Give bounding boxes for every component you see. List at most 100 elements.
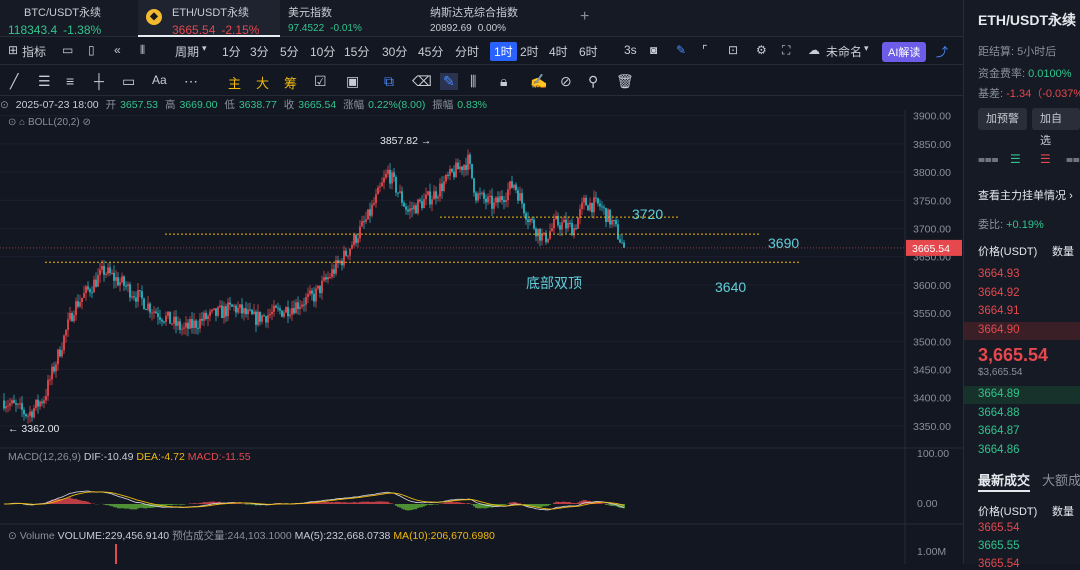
candle-body [333, 269, 335, 273]
add-favorite-button[interactable]: 加自选 [1032, 108, 1080, 130]
indicator-button[interactable]: 指标 [22, 43, 46, 60]
candle-body [309, 291, 311, 294]
camera-icon[interactable]: ◙ [650, 43, 657, 57]
bars-icon[interactable]: ⫼ [470, 73, 476, 90]
candle-body [421, 201, 423, 208]
ask-price[interactable]: 3664.92 [978, 287, 1020, 299]
interval-7[interactable]: 分时 [455, 43, 479, 60]
tab-btc[interactable]: BTC/USDT永续 118343.4 -1.38% [0, 0, 138, 37]
crosshair-icon[interactable]: ⊡ [728, 43, 738, 57]
ask-price[interactable]: 3664.93 [978, 268, 1020, 280]
text-icon[interactable]: Aa [152, 73, 167, 87]
bid-price[interactable]: 3664.89 [978, 388, 1020, 400]
trash-icon[interactable]: 🗑︎ [616, 73, 634, 90]
candle-body [115, 277, 117, 281]
fullscreen-icon[interactable]: ⛶ [782, 43, 790, 58]
image-icon[interactable]: ▣ [346, 73, 359, 90]
mid-price: 3,665.54 [978, 345, 1048, 366]
candle-body [203, 313, 205, 321]
interval-10[interactable]: 4时 [549, 43, 568, 60]
fib-icon[interactable]: ☰ [38, 73, 51, 90]
candle-body [613, 220, 615, 221]
latest-trades-tab[interactable]: 最新成交 [978, 470, 1030, 489]
note-icon[interactable]: ✍ [530, 73, 547, 90]
bid-price[interactable]: 3664.88 [978, 407, 1020, 419]
pen-icon[interactable]: ✎ [676, 43, 686, 57]
draw-active-icon[interactable]: ✎ [440, 73, 458, 90]
interval-8[interactable]: 1时 [490, 42, 517, 61]
ask-price[interactable]: 3664.90 [978, 324, 1020, 336]
cloud-icon[interactable]: ☁ [808, 43, 820, 57]
eth-coin-icon: ◆ [146, 9, 162, 25]
bid-price[interactable]: 3664.87 [978, 425, 1020, 437]
level-label: 3720 [632, 206, 663, 222]
orderbook-bids-icon[interactable]: ☰ [1010, 152, 1021, 166]
candle-body [379, 186, 381, 187]
chip-button[interactable]: 筹 [284, 73, 297, 92]
crop-icon[interactable]: ⌜ [702, 43, 708, 57]
calendar-icon[interactable]: ▭ [62, 43, 73, 57]
big-trades-tab[interactable]: 大额成 [1042, 470, 1080, 489]
eraser-icon[interactable]: ⌫ [412, 73, 432, 90]
tab-dxy[interactable]: 美元指数 97.4522 -0.01% [280, 0, 422, 37]
indicator-icon[interactable]: ⊞ [8, 43, 18, 57]
filter-icon[interactable]: ⚲ [588, 73, 598, 90]
ask-price[interactable]: 3664.91 [978, 305, 1020, 317]
orderbook-asks-icon[interactable]: ☰ [1040, 152, 1051, 166]
candle-body [3, 401, 5, 409]
candle-body [253, 312, 255, 314]
add-tab-button[interactable]: + [580, 8, 589, 26]
main-orders-link[interactable]: 查看主力挂单情况 › [978, 187, 1073, 203]
mid-price-usd: $3,665.54 [978, 367, 1023, 378]
interval-6[interactable]: 45分 [418, 43, 443, 60]
check-icon[interactable]: ☑ [314, 73, 327, 90]
interval-11[interactable]: 6时 [579, 43, 598, 60]
interval-0[interactable]: 1分 [222, 43, 241, 60]
period-button[interactable]: 周期 [175, 43, 199, 60]
interval-5[interactable]: 30分 [382, 43, 407, 60]
rewind-icon[interactable]: « [114, 43, 121, 57]
basis-value: -1.34（-0.037% [1006, 88, 1080, 100]
trendline-icon[interactable]: ╱ [10, 73, 18, 90]
rect-icon[interactable]: ▭ [122, 73, 135, 90]
tab-eth[interactable]: ◆ ETH/USDT永续 3665.54 -2.15% [138, 0, 280, 37]
orderbook-both-icon[interactable]: ⩶ [978, 152, 999, 167]
trade-price: 3665.54 [978, 522, 1020, 534]
more-icon[interactable]: ⋯ [184, 73, 198, 90]
hline-icon[interactable]: ≡ [66, 73, 74, 89]
candle-body [15, 403, 17, 405]
lock-icon[interactable]: 🔒︎ [500, 73, 507, 90]
interval-4[interactable]: 15分 [344, 43, 369, 60]
candle-type-icon[interactable]: ⫴ [140, 43, 145, 58]
candle-body [39, 402, 41, 407]
seconds-button[interactable]: 3s [624, 43, 637, 57]
period-dropdown-icon[interactable]: ▾ [202, 43, 207, 54]
candle-body [479, 193, 481, 194]
magnet-icon[interactable]: ⊘ [560, 73, 572, 90]
price-chart[interactable]: 3900.003850.003800.003750.003700.003650.… [0, 110, 963, 564]
candle-body [277, 308, 279, 309]
orderbook-more-icon[interactable]: ⩶ [1066, 152, 1080, 167]
volume-axis-label: 1.00M [917, 546, 946, 558]
candle-body [199, 319, 201, 329]
big-order-button[interactable]: 大 [256, 73, 269, 92]
candle-body [97, 275, 99, 287]
copy-icon[interactable]: ⧉ [384, 73, 394, 90]
settings-icon[interactable]: ⚙ [756, 43, 767, 57]
bid-price[interactable]: 3664.86 [978, 444, 1020, 456]
interval-1[interactable]: 3分 [250, 43, 269, 60]
share-icon[interactable]: ⤴ [936, 43, 948, 60]
interval-3[interactable]: 10分 [310, 43, 335, 60]
add-alert-button[interactable]: 加预警 [978, 108, 1027, 130]
interval-2[interactable]: 5分 [280, 43, 299, 60]
candle-body [349, 249, 351, 256]
ai-interpret-button[interactable]: AI解读 [882, 42, 926, 62]
layout-icon[interactable]: ▯ [88, 43, 95, 57]
template-dropdown-icon[interactable]: ▾ [864, 43, 869, 54]
tab-nasdaq[interactable]: 纳斯达克综合指数 20892.69 0.00% [422, 0, 564, 37]
y-tick-label: 3350.00 [913, 421, 951, 433]
template-name[interactable]: 未命名 [826, 43, 862, 60]
ray-icon[interactable]: ┼ [94, 73, 104, 89]
interval-9[interactable]: 2时 [520, 43, 539, 60]
main-force-button[interactable]: 主 [228, 73, 241, 92]
